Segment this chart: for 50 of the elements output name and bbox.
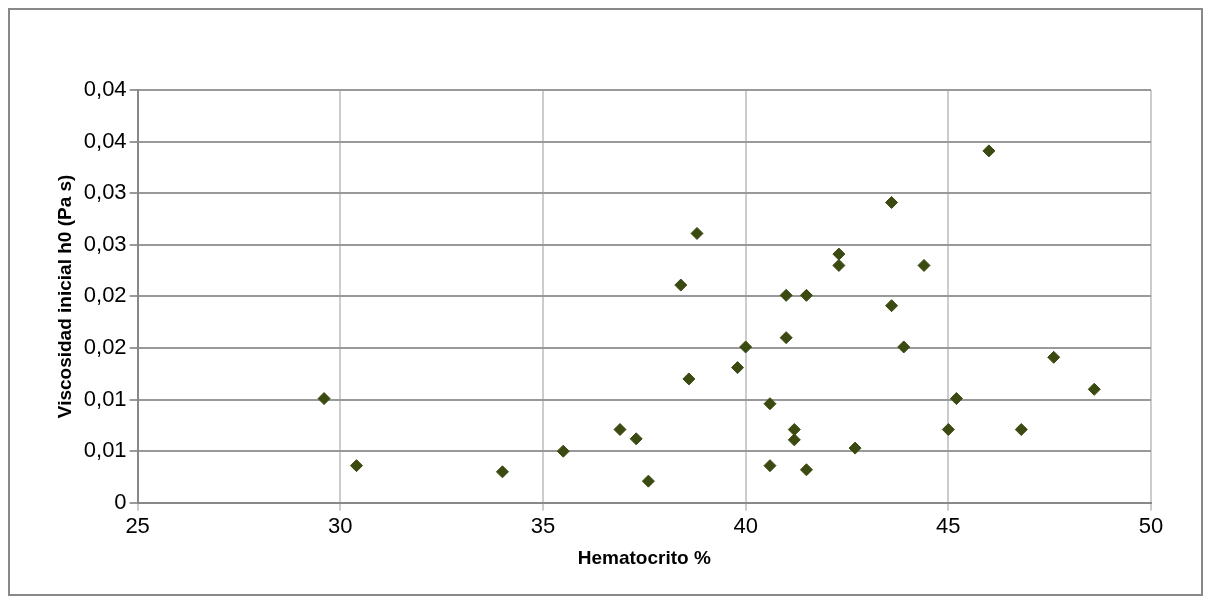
point — [982, 144, 996, 158]
point — [832, 247, 846, 261]
point — [350, 459, 364, 473]
x-tick-label: 45 — [936, 513, 961, 539]
point — [682, 372, 696, 386]
x-tick-label: 40 — [733, 513, 758, 539]
point — [799, 463, 813, 477]
point — [674, 278, 688, 292]
point — [885, 195, 899, 209]
x-tick-label: 35 — [530, 513, 556, 539]
y-tick-label: 0,03 — [83, 179, 127, 205]
point — [799, 288, 813, 302]
point — [690, 226, 704, 240]
y-tick-label: 0,02 — [83, 282, 127, 308]
point — [739, 340, 753, 354]
point — [885, 299, 899, 313]
y-tick-label: 0 — [114, 488, 127, 514]
y-tick-label: 0,04 — [83, 76, 127, 102]
point — [897, 340, 911, 354]
point — [787, 433, 801, 447]
point — [917, 258, 931, 272]
point — [1047, 350, 1061, 364]
point — [941, 423, 955, 437]
point — [832, 258, 846, 272]
point — [613, 423, 627, 437]
y-tick-label: 0,02 — [83, 334, 127, 360]
point — [317, 392, 331, 406]
point — [1014, 423, 1028, 437]
point — [763, 459, 777, 473]
point — [949, 392, 963, 406]
point — [787, 423, 801, 437]
point — [848, 441, 862, 455]
x-tick-label: 30 — [328, 513, 353, 539]
point — [763, 397, 777, 411]
y-tick-label: 0,04 — [83, 127, 127, 153]
point — [1087, 382, 1101, 396]
point — [495, 465, 509, 479]
point — [641, 474, 655, 488]
y-tick-label: 0,03 — [83, 230, 127, 256]
x-tick-label: 50 — [1138, 513, 1164, 539]
y-tick-label: 0,01 — [83, 385, 127, 411]
y-tick-label: 0,01 — [83, 437, 127, 463]
point — [556, 444, 570, 458]
point — [779, 331, 793, 345]
x-axis-title: Hematocrito % — [577, 546, 711, 568]
y-axis-title: Viscosidad inicial h0 (Pa s) — [53, 174, 75, 419]
point — [731, 361, 745, 375]
point — [629, 432, 643, 446]
point — [779, 288, 793, 302]
x-tick-label: 25 — [125, 513, 150, 539]
